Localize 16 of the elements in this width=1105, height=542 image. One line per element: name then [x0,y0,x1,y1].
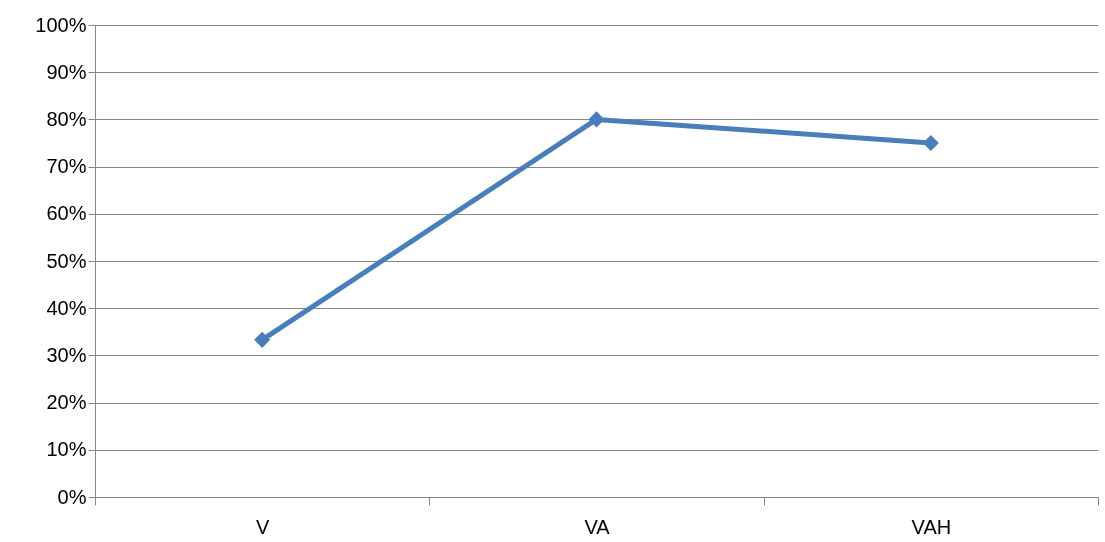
y-tick-label: 10% [46,438,87,461]
x-tick-label: VA [584,515,611,538]
y-tick-label: 30% [46,343,87,366]
x-tick-label: VAH [911,515,952,538]
x-tick-label: V [255,515,270,538]
y-tick-label: 80% [46,107,87,130]
y-tick-label: 0% [57,485,87,508]
y-tick-label: 40% [46,296,87,319]
y-tick-label: 60% [46,202,87,225]
y-tick-label: 20% [46,391,87,414]
y-tick-label: 70% [46,155,87,178]
y-tick-label: 50% [46,249,87,272]
y-tick-label: 100% [35,13,87,36]
point [588,111,605,128]
y-tick-label: 90% [46,60,87,83]
point [254,331,271,348]
